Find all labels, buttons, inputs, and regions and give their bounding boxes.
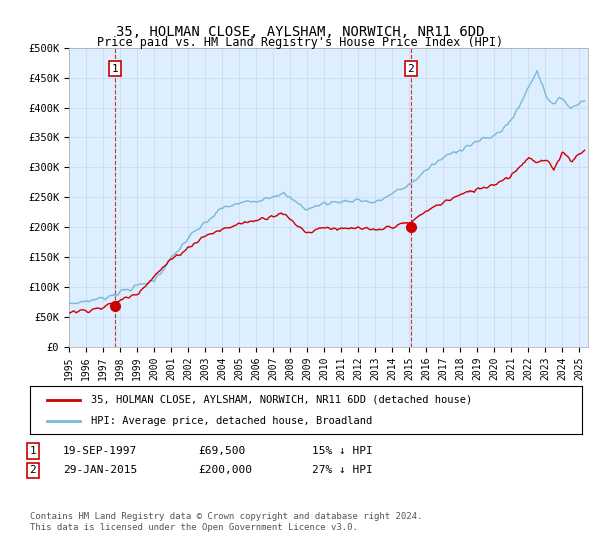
Text: £69,500: £69,500 xyxy=(198,446,245,456)
Text: £200,000: £200,000 xyxy=(198,465,252,475)
Text: 2: 2 xyxy=(29,465,37,475)
Text: Price paid vs. HM Land Registry's House Price Index (HPI): Price paid vs. HM Land Registry's House … xyxy=(97,36,503,49)
Text: 35, HOLMAN CLOSE, AYLSHAM, NORWICH, NR11 6DD (detached house): 35, HOLMAN CLOSE, AYLSHAM, NORWICH, NR11… xyxy=(91,395,472,405)
Text: 15% ↓ HPI: 15% ↓ HPI xyxy=(312,446,373,456)
Text: 1: 1 xyxy=(112,64,119,73)
Text: 2: 2 xyxy=(407,64,414,73)
Text: HPI: Average price, detached house, Broadland: HPI: Average price, detached house, Broa… xyxy=(91,416,372,426)
Text: 19-SEP-1997: 19-SEP-1997 xyxy=(63,446,137,456)
Text: 27% ↓ HPI: 27% ↓ HPI xyxy=(312,465,373,475)
Text: Contains HM Land Registry data © Crown copyright and database right 2024.
This d: Contains HM Land Registry data © Crown c… xyxy=(30,512,422,532)
Text: 35, HOLMAN CLOSE, AYLSHAM, NORWICH, NR11 6DD: 35, HOLMAN CLOSE, AYLSHAM, NORWICH, NR11… xyxy=(116,25,484,39)
Text: 29-JAN-2015: 29-JAN-2015 xyxy=(63,465,137,475)
Text: 1: 1 xyxy=(29,446,37,456)
